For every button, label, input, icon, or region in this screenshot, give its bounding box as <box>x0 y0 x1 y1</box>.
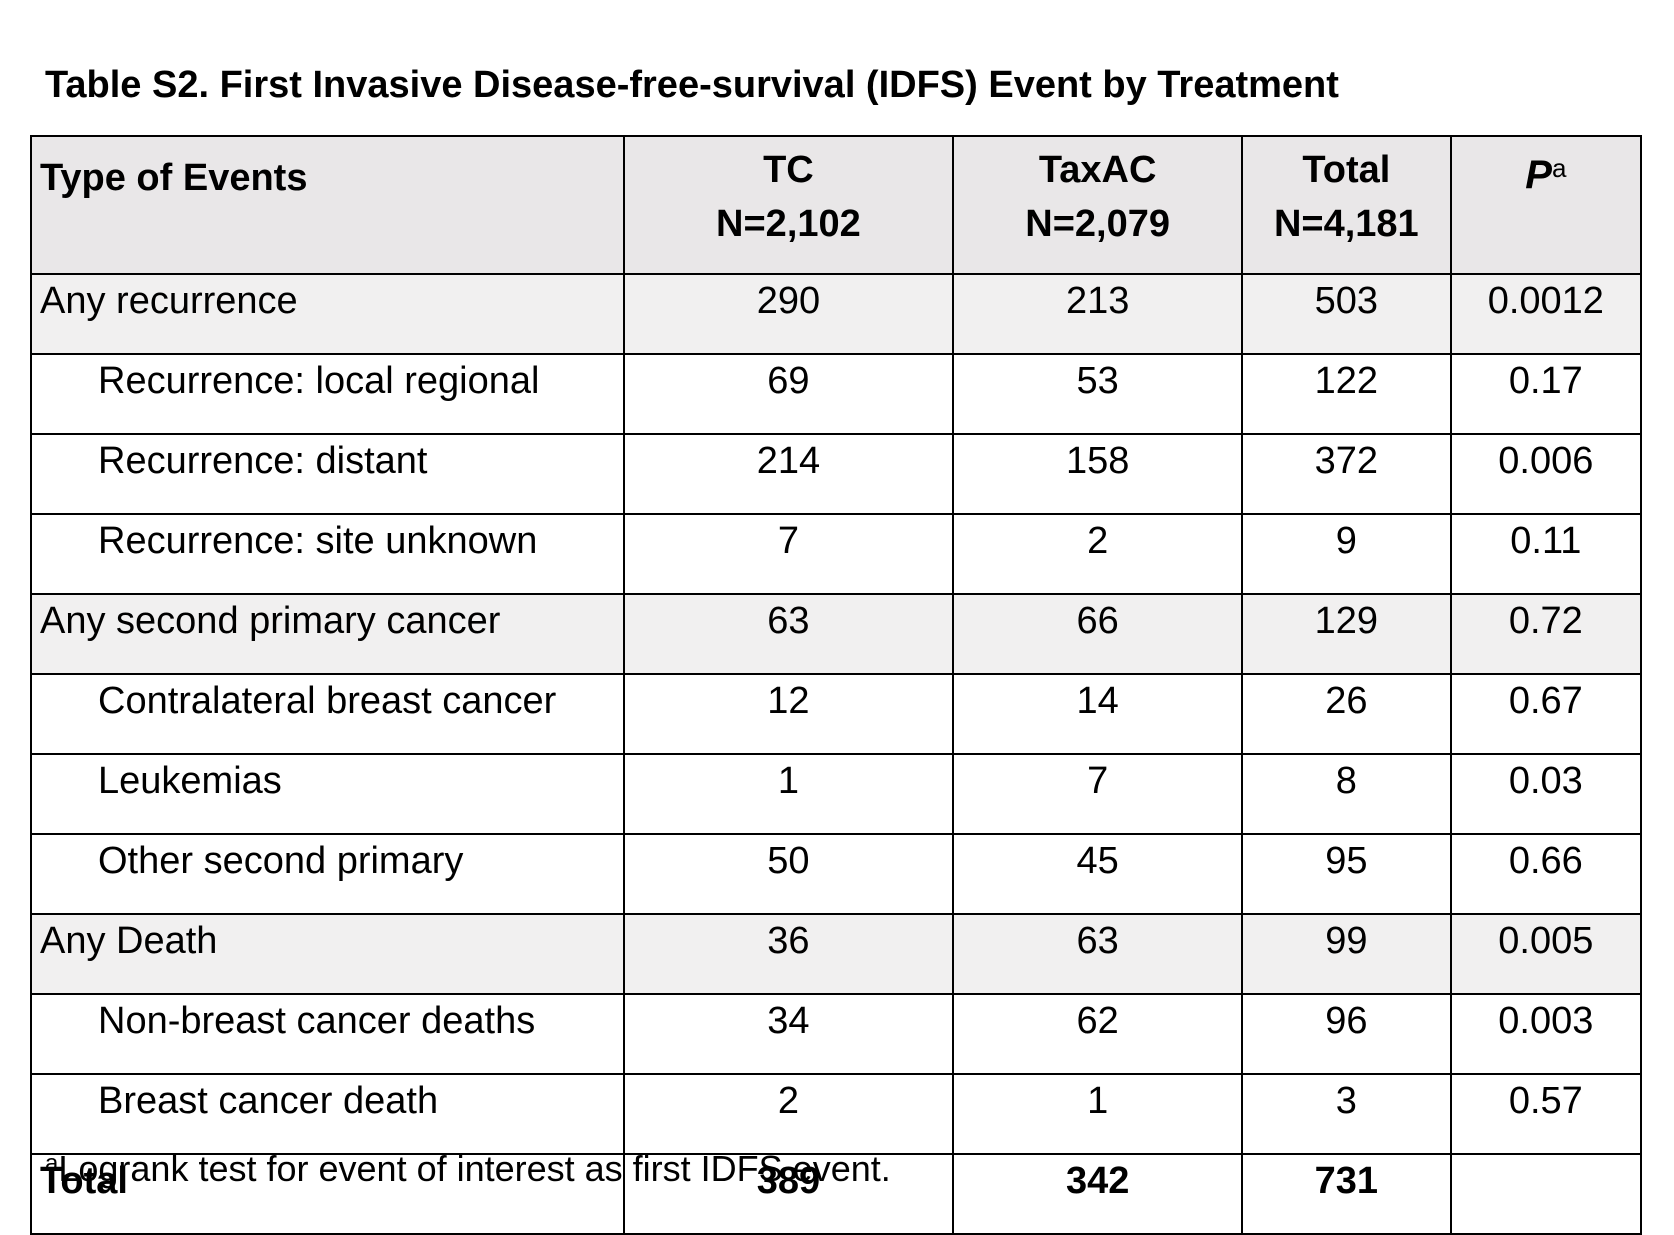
row-label: Recurrence: local regional <box>30 353 625 435</box>
row-label: Contralateral breast cancer <box>30 673 625 755</box>
row-label: Non-breast cancer deaths <box>30 993 625 1075</box>
row-label: Any Death <box>30 913 625 995</box>
cell-taxac: 66 <box>952 593 1243 675</box>
header-p-value: Pa <box>1449 135 1643 275</box>
row-label: Any second primary cancer <box>30 593 625 675</box>
table-row: Recurrence: site unknown 7 2 9 0.11 <box>30 513 1643 595</box>
cell-tc: 50 <box>622 833 955 915</box>
header-row: Type of Events TC N=2,102 TaxAC N=2,079 … <box>30 135 1643 275</box>
header-taxac-n: N=2,079 <box>1025 203 1171 245</box>
cell-taxac: 45 <box>952 833 1243 915</box>
cell-p: 0.17 <box>1449 353 1643 435</box>
footnote: aLogrank test for event of interest as f… <box>45 1148 891 1190</box>
header-total: Total N=4,181 <box>1241 135 1452 275</box>
footnote-text: Logrank test for event of interest as fi… <box>58 1148 891 1189</box>
table-row: Recurrence: local regional 69 53 122 0.1… <box>30 353 1643 435</box>
cell-taxac: 53 <box>952 353 1243 435</box>
table-row: Any second primary cancer 63 66 129 0.72 <box>30 593 1643 675</box>
row-label: Other second primary <box>30 833 625 915</box>
cell-total: 95 <box>1241 833 1452 915</box>
cell-tc: 12 <box>622 673 955 755</box>
cell-p: 0.003 <box>1449 993 1643 1075</box>
row-label: Any recurrence <box>30 273 625 355</box>
header-taxac-name: TaxAC <box>1038 149 1157 191</box>
cell-total: 96 <box>1241 993 1452 1075</box>
cell-taxac: 158 <box>952 433 1243 515</box>
cell-total: 122 <box>1241 353 1452 435</box>
header-type-of-events: Type of Events <box>30 135 625 275</box>
cell-total: 26 <box>1241 673 1452 755</box>
cell-taxac: 1 <box>952 1073 1243 1155</box>
cell-p: 0.57 <box>1449 1073 1643 1155</box>
cell-taxac: 63 <box>952 913 1243 995</box>
header-tc: TC N=2,102 <box>622 135 955 275</box>
idfs-events-table: Type of Events TC N=2,102 TaxAC N=2,079 … <box>30 135 1643 1235</box>
cell-tc: 34 <box>622 993 955 1075</box>
header-total-n: N=4,181 <box>1273 203 1419 245</box>
row-label: Recurrence: distant <box>30 433 625 515</box>
cell-total: 372 <box>1241 433 1452 515</box>
cell-total: 99 <box>1241 913 1452 995</box>
cell-total: 503 <box>1241 273 1452 355</box>
table-row: Breast cancer death 2 1 3 0.57 <box>30 1073 1643 1155</box>
table-row: Recurrence: distant 214 158 372 0.006 <box>30 433 1643 515</box>
table-row: Other second primary 50 45 95 0.66 <box>30 833 1643 915</box>
p-superscript: a <box>1551 153 1567 183</box>
table-row: Any recurrence 290 213 503 0.0012 <box>30 273 1643 355</box>
cell-p: 0.0012 <box>1449 273 1643 355</box>
table-row: Any Death 36 63 99 0.005 <box>30 913 1643 995</box>
cell-p: 0.03 <box>1449 753 1643 835</box>
row-label: Leukemias <box>30 753 625 835</box>
cell-tc: 290 <box>622 273 955 355</box>
header-total-name: Total <box>1302 149 1391 191</box>
cell-p: 0.005 <box>1449 913 1643 995</box>
cell-tc: 7 <box>622 513 955 595</box>
cell-tc: 69 <box>622 353 955 435</box>
total-taxac: 342 <box>952 1153 1243 1235</box>
row-label: Breast cancer death <box>30 1073 625 1155</box>
cell-tc: 2 <box>622 1073 955 1155</box>
cell-total: 9 <box>1241 513 1452 595</box>
cell-tc: 36 <box>622 913 955 995</box>
cell-p: 0.11 <box>1449 513 1643 595</box>
table-row: Contralateral breast cancer 12 14 26 0.6… <box>30 673 1643 755</box>
cell-tc: 63 <box>622 593 955 675</box>
table-row: Leukemias 1 7 8 0.03 <box>30 753 1643 835</box>
table-title: Table S2. First Invasive Disease-free-su… <box>45 64 1339 106</box>
header-tc-n: N=2,102 <box>716 203 861 245</box>
cell-taxac: 62 <box>952 993 1243 1075</box>
cell-taxac: 213 <box>952 273 1243 355</box>
table-row: Non-breast cancer deaths 34 62 96 0.003 <box>30 993 1643 1075</box>
cell-tc: 1 <box>622 753 955 835</box>
cell-total: 8 <box>1241 753 1452 835</box>
cell-p: 0.006 <box>1449 433 1643 515</box>
footnote-marker: a <box>45 1150 59 1177</box>
total-total: 731 <box>1241 1153 1452 1235</box>
header-taxac: TaxAC N=2,079 <box>952 135 1243 275</box>
cell-p: 0.72 <box>1449 593 1643 675</box>
p-letter: P <box>1525 153 1552 197</box>
header-tc-name: TC <box>763 149 814 191</box>
cell-taxac: 14 <box>952 673 1243 755</box>
cell-tc: 214 <box>622 433 955 515</box>
total-p <box>1449 1153 1643 1235</box>
cell-taxac: 7 <box>952 753 1243 835</box>
row-label: Recurrence: site unknown <box>30 513 625 595</box>
cell-total: 129 <box>1241 593 1452 675</box>
cell-p: 0.67 <box>1449 673 1643 755</box>
cell-total: 3 <box>1241 1073 1452 1155</box>
cell-taxac: 2 <box>952 513 1243 595</box>
cell-p: 0.66 <box>1449 833 1643 915</box>
